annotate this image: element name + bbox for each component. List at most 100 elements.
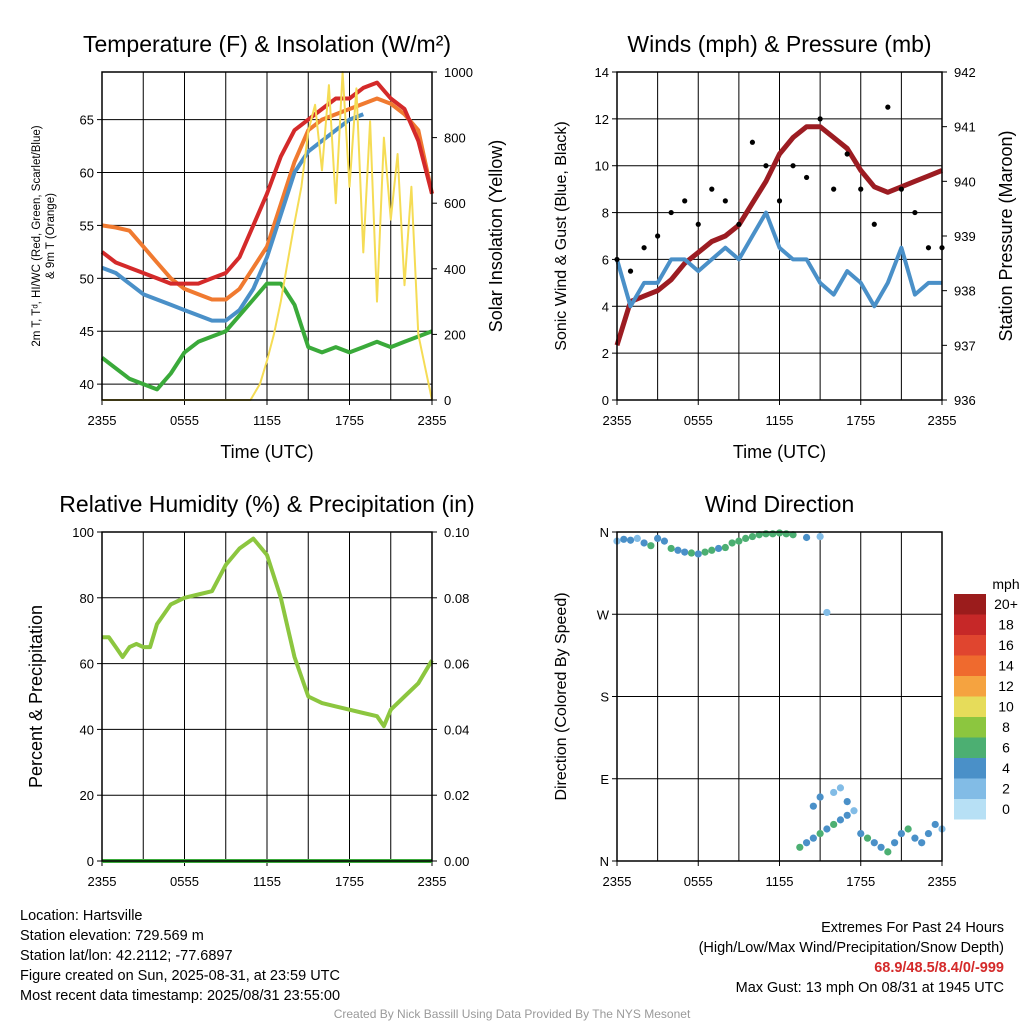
direction-point <box>789 531 797 539</box>
gust-point <box>885 104 891 110</box>
direction-point <box>633 534 641 542</box>
panel-2-y2tick-label: 0.00 <box>444 854 469 869</box>
panel-0-ytick-label: 60 <box>80 166 94 181</box>
extremes-values: 68.9/48.5/8.4/0/-999 <box>874 960 1004 976</box>
panel-0-ylabel-line1: 2m T, Tᵈ, HI/WC (Red, Green, Scarlet/Blu… <box>31 125 43 346</box>
series-line-maroon <box>614 124 943 347</box>
direction-point <box>823 825 831 833</box>
panel-0-ytick-label: 40 <box>80 377 94 392</box>
panel-0-y2tick-label: 200 <box>444 327 466 342</box>
legend-swatch <box>954 696 986 717</box>
direction-point <box>816 793 824 801</box>
panel-3-xtick-label: 1155 <box>766 874 794 889</box>
direction-point <box>701 548 709 556</box>
panel-2-y2tick-label: 0.08 <box>444 591 469 606</box>
station-info: Location: Hartsville Station elevation: … <box>20 906 340 1006</box>
panel-1-ytick-label: 10 <box>595 159 609 174</box>
gust-point <box>709 186 715 192</box>
series-line-blue <box>615 210 942 309</box>
panel-2-title: Relative Humidity (%) & Precipitation (i… <box>59 491 474 517</box>
panel-2-xtick-label: 1155 <box>253 874 281 889</box>
direction-point <box>667 544 675 553</box>
panel-2-ytick-label: 20 <box>80 788 94 803</box>
location-text: Location: Hartsville <box>20 908 143 924</box>
panel-0-y2tick-label: 1000 <box>444 65 473 80</box>
direction-point <box>843 797 851 806</box>
direction-point <box>830 788 838 797</box>
series-line-red <box>100 80 434 286</box>
panel-1-y2tick-label: 940 <box>954 174 976 189</box>
panel-0-xtick-label: 2355 <box>418 413 447 428</box>
legend-swatch <box>954 758 986 779</box>
direction-point <box>796 843 804 851</box>
panel-1-y2tick-label: 938 <box>954 284 976 299</box>
panel-1-y2tick-label: 942 <box>954 65 976 80</box>
panel-2-xtick-label: 1755 <box>335 874 364 889</box>
extremes-title: Extremes For Past 24 Hours <box>821 920 1004 936</box>
panel-1-xtick-label: 1755 <box>846 413 875 428</box>
panel-0-xtick-label: 0555 <box>170 413 199 428</box>
legend-swatch <box>954 594 986 615</box>
direction-point <box>911 834 919 842</box>
legend-swatch <box>954 737 986 758</box>
direction-point <box>714 544 723 553</box>
legend-label: 14 <box>998 658 1014 674</box>
panel-3-xtick-label: 2355 <box>928 874 957 889</box>
panel-3-title: Wind Direction <box>705 491 855 517</box>
direction-point <box>654 534 662 542</box>
gust-point <box>831 186 837 192</box>
panel-1-ytick-label: 4 <box>602 299 609 314</box>
panel-2-ytick-label: 40 <box>80 722 94 737</box>
direction-point <box>728 539 736 547</box>
legend-swatch <box>954 635 986 656</box>
legend-label: 2 <box>1002 781 1010 797</box>
direction-point <box>708 546 716 554</box>
extremes-subtitle: (High/Low/Max Wind/Precipitation/Snow De… <box>698 940 1004 956</box>
direction-point <box>809 802 817 810</box>
gust-point <box>682 198 688 204</box>
panel-1-ytick-label: 12 <box>595 112 609 127</box>
direction-point <box>674 546 682 554</box>
direction-point <box>694 550 702 558</box>
gust-point <box>627 268 634 274</box>
direction-point <box>843 811 851 819</box>
created-text: Figure created on Sun, 2025-08-31, at 23… <box>20 968 340 984</box>
panel-1-y2tick-label: 941 <box>954 120 976 135</box>
direction-point <box>877 843 885 851</box>
panel-2-y2tick-label: 0.04 <box>444 722 469 737</box>
panel-1-ytick-label: 2 <box>602 346 609 361</box>
series-line-orange <box>101 96 434 302</box>
panel-3-frame <box>616 531 943 862</box>
panel-2-xtick-label: 2355 <box>418 874 447 889</box>
gust-point <box>655 233 661 239</box>
series-line-green <box>100 281 433 392</box>
direction-point <box>931 820 939 829</box>
direction-point <box>748 532 757 541</box>
direction-point <box>802 533 811 542</box>
panel-2-xtick-label: 2355 <box>88 874 117 889</box>
panel-0-ytick-label: 65 <box>80 113 94 128</box>
direction-point <box>681 548 689 556</box>
gust-point <box>749 139 756 145</box>
legend-label: 16 <box>998 637 1014 653</box>
gust-point <box>641 245 647 251</box>
panel-1-ylabel: Sonic Wind & Gust (Blue, Black) <box>553 121 570 350</box>
panel-3-xtick-label: 2355 <box>603 874 632 889</box>
direction-point <box>863 834 872 842</box>
legend-swatch <box>954 778 986 799</box>
legend-label: 10 <box>998 699 1014 715</box>
direction-point <box>775 529 784 537</box>
direction-point <box>918 839 926 847</box>
direction-point <box>755 531 763 539</box>
panel-1-frame <box>616 71 943 401</box>
panel-2-y2tick-label: 0.02 <box>444 788 469 803</box>
gust-point <box>722 198 728 204</box>
direction-point <box>904 825 912 833</box>
panel-1-ytick-label: 6 <box>602 252 609 267</box>
panel-3-ytick-label: S <box>600 690 609 705</box>
direction-point <box>687 549 696 557</box>
panel-0-xlabel: Time (UTC) <box>220 442 313 462</box>
gust-point <box>898 186 904 192</box>
panel-0-y2label: Solar Insolation (Yellow) <box>486 140 506 332</box>
direction-point <box>897 829 905 838</box>
